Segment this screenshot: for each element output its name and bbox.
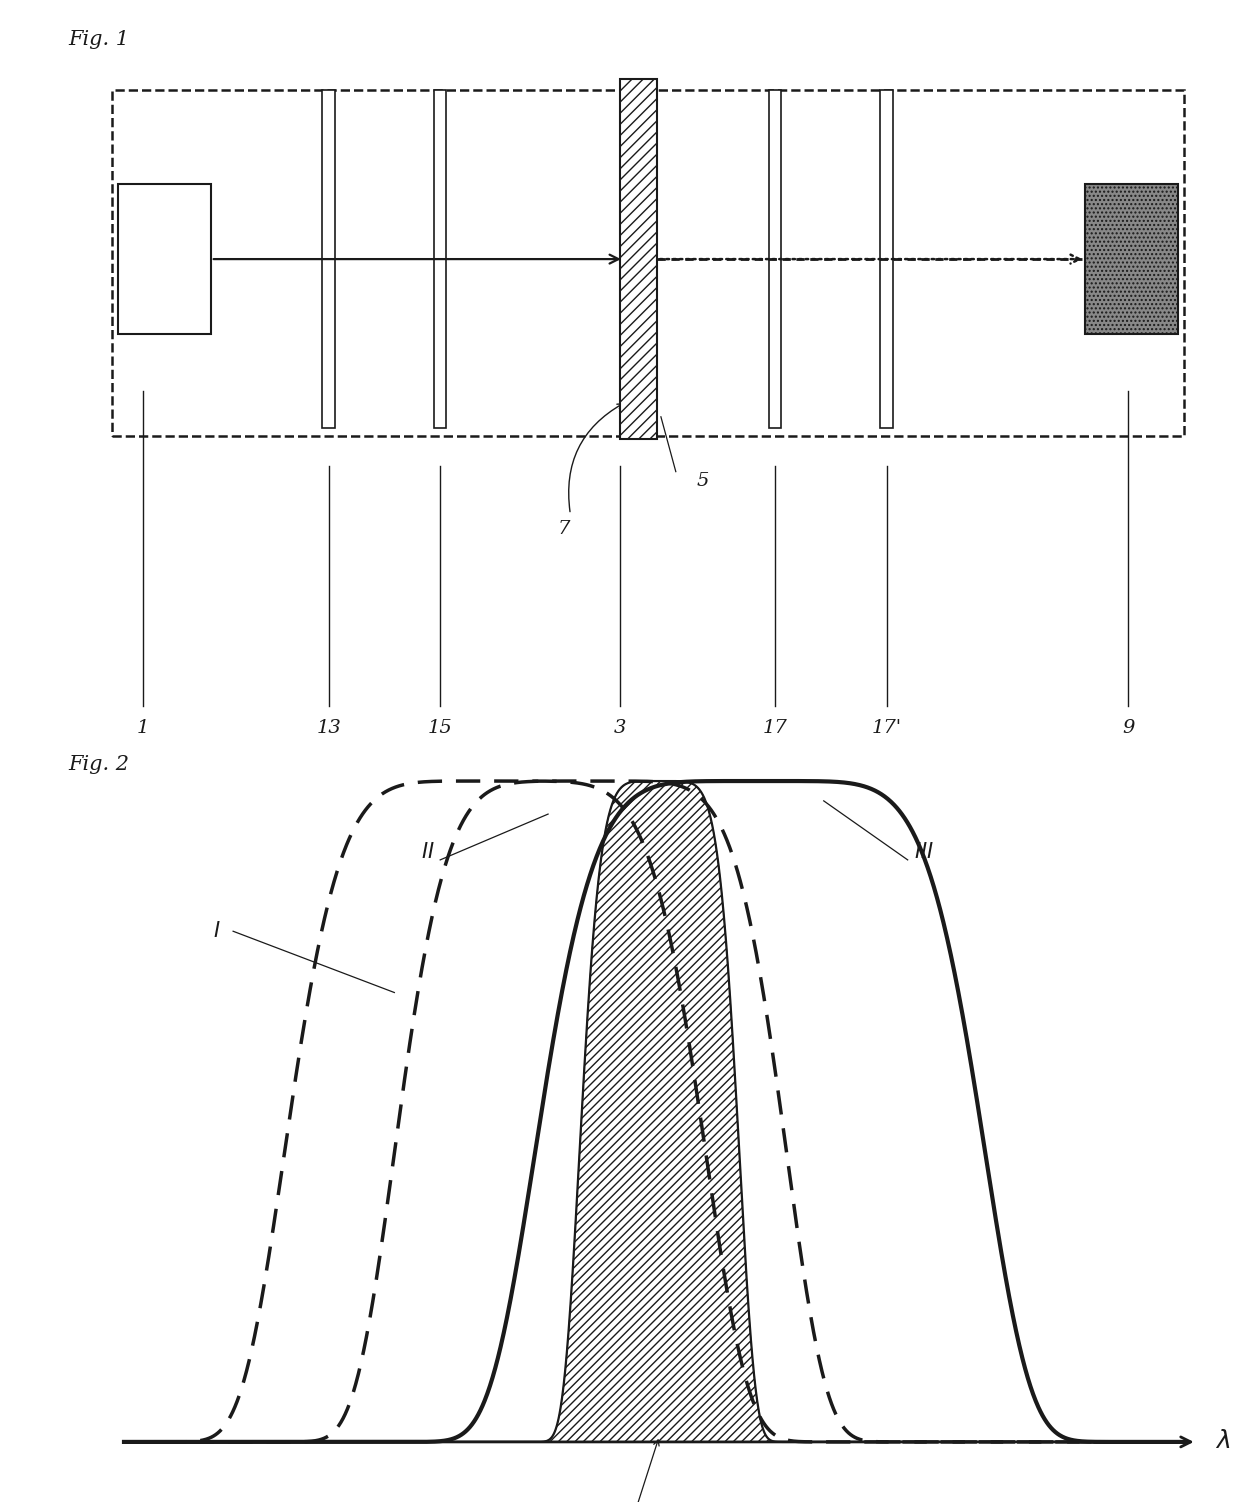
Bar — [322, 90, 335, 428]
Text: 7: 7 — [558, 521, 570, 538]
Text: $\mathit{II}$: $\mathit{II}$ — [420, 843, 435, 862]
Bar — [1085, 183, 1178, 333]
Bar — [620, 78, 657, 439]
Text: 1: 1 — [136, 719, 149, 737]
Text: 17: 17 — [763, 719, 787, 737]
Text: 15: 15 — [428, 719, 453, 737]
Bar — [434, 90, 446, 428]
Text: Fig. 1: Fig. 1 — [68, 30, 129, 50]
Bar — [880, 90, 893, 428]
Text: $\lambda$: $\lambda$ — [1215, 1430, 1230, 1454]
Text: 3: 3 — [614, 719, 626, 737]
Text: Fig. 2: Fig. 2 — [68, 754, 129, 774]
Bar — [112, 90, 1184, 436]
Text: $\mathit{III}$: $\mathit{III}$ — [914, 843, 934, 862]
Bar — [769, 90, 781, 428]
Bar — [118, 183, 211, 333]
Text: 13: 13 — [316, 719, 341, 737]
Text: $\mathit{I}$: $\mathit{I}$ — [213, 921, 221, 942]
Text: 9: 9 — [1122, 719, 1135, 737]
Text: 17': 17' — [872, 719, 901, 737]
Text: 5: 5 — [697, 472, 709, 490]
